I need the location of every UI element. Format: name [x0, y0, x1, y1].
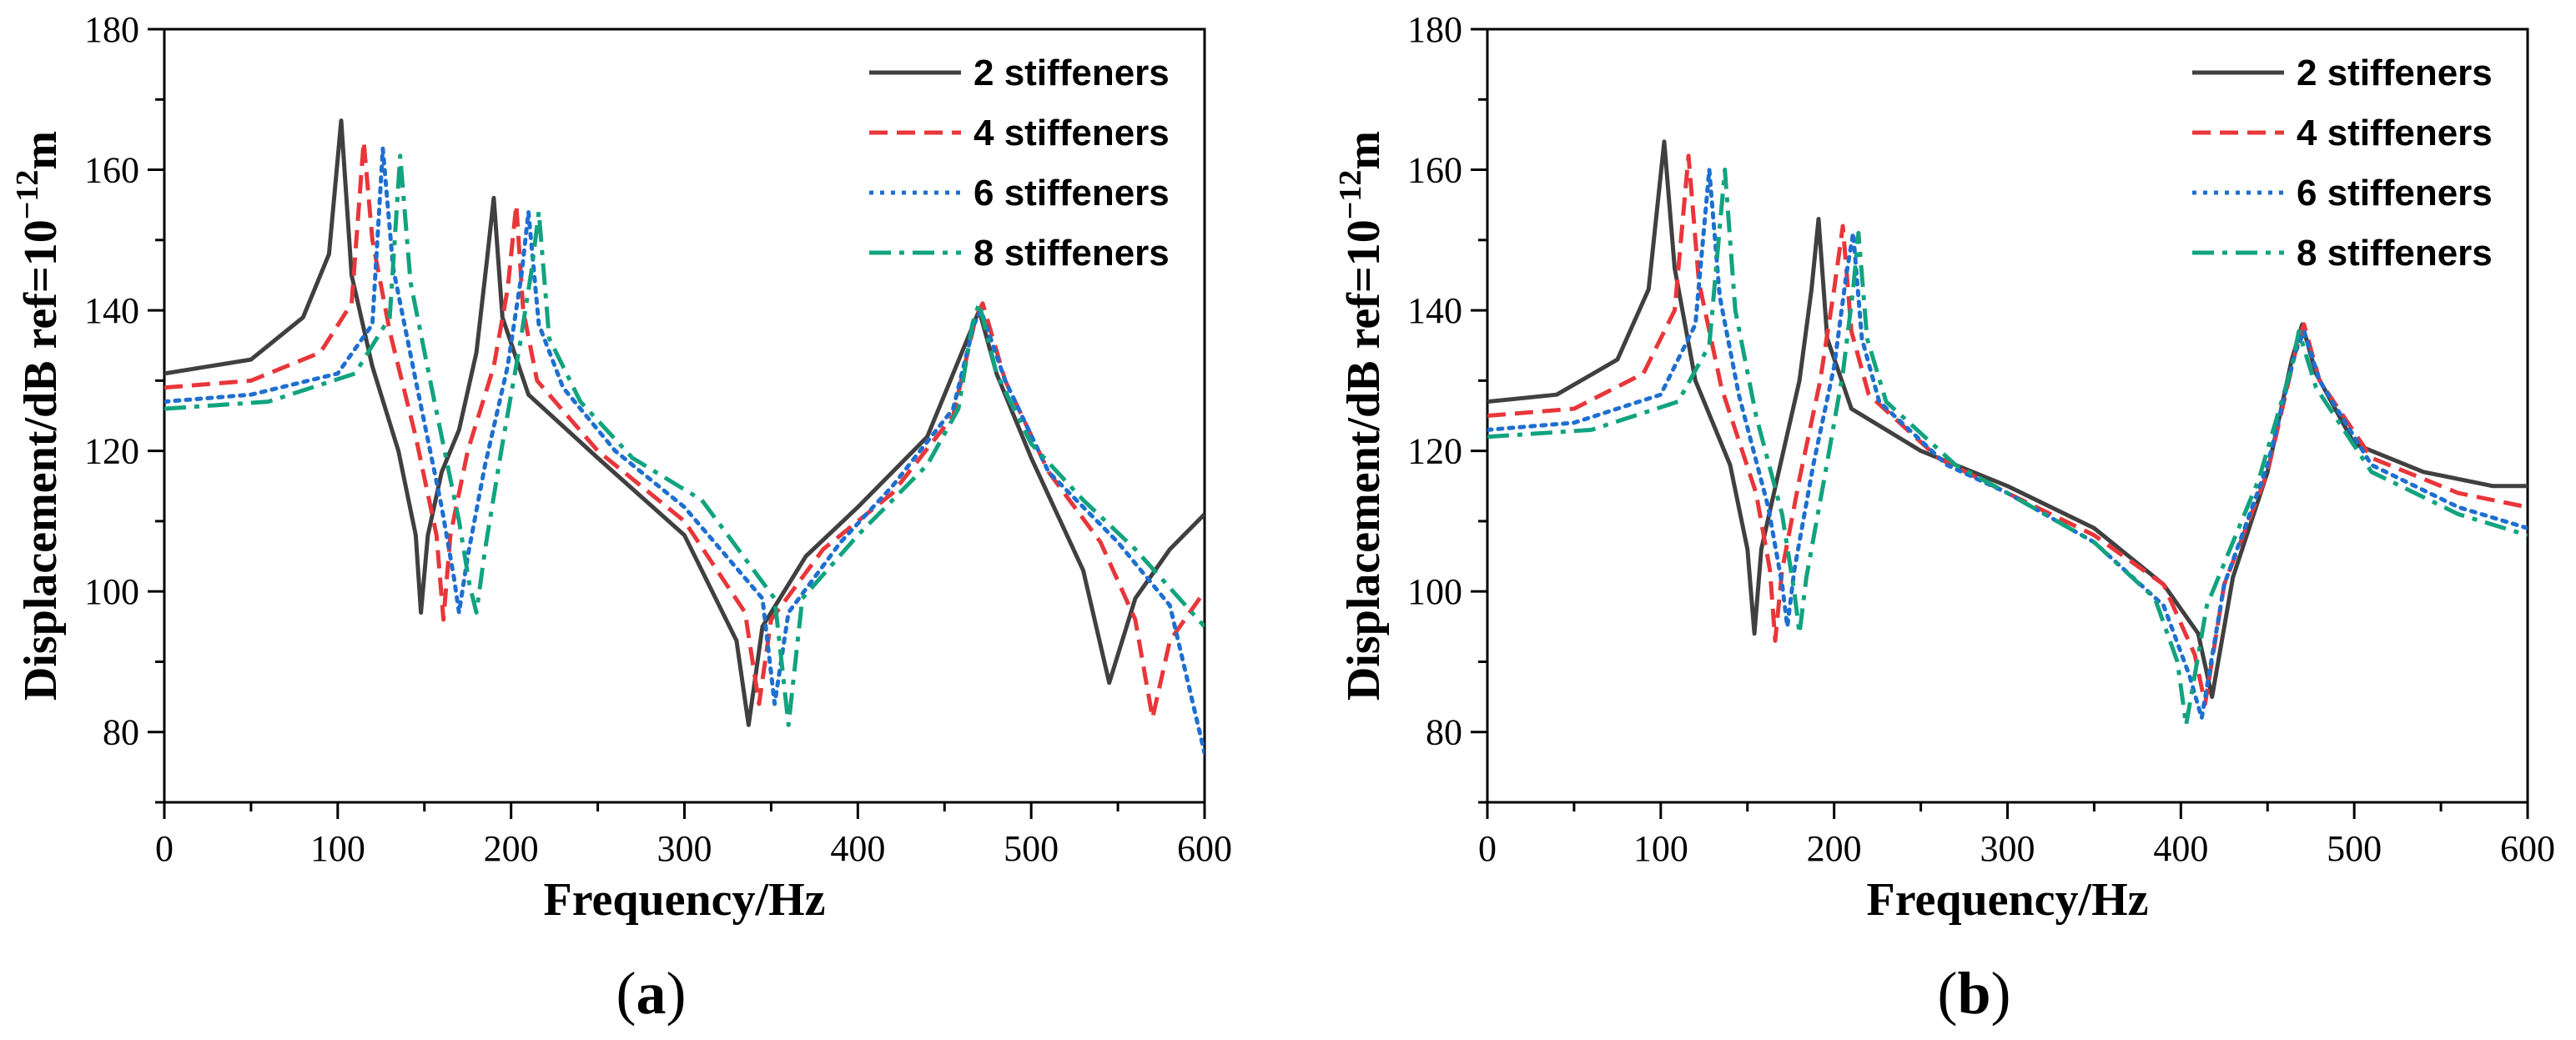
x-tick-label: 300	[657, 828, 712, 869]
y-tick-label: 120	[1407, 431, 1462, 472]
y-axis-title-unit: m	[15, 131, 67, 170]
y-axis-title: Displacement/dB ref=10−12m	[10, 131, 67, 701]
x-tick-label: 200	[484, 828, 539, 869]
y-tick-label: 100	[84, 571, 139, 612]
x-tick-label: 600	[2500, 828, 2555, 869]
y-tick-label: 140	[84, 290, 139, 331]
legend-label: 6 stiffeners	[974, 173, 1170, 214]
series-line-6-stiffeners	[1487, 168, 2528, 721]
y-axis-title: Displacement/dB ref=10−12m	[1333, 131, 1390, 701]
x-tick-label: 600	[1177, 828, 1232, 869]
series-line-8-stiffeners	[164, 153, 1205, 727]
chart-panel-b: 0 100 200 300 400 500 600 80 100 120 140 160 180 Fre…	[1333, 9, 2555, 1027]
chart-panel-a: 0 100 200 300 400 500 600 80 100 120 140 160 180 Fre…	[10, 9, 1232, 1027]
axis-layer: 0 100 200 300 400 500 600 80 100 120 140 160 180	[84, 9, 1232, 869]
legend: 2 stiffeners 4 stiffeners 6 stiffeners 8 st…	[869, 53, 1170, 274]
series-line-8-stiffeners	[1487, 168, 2528, 727]
legend-label: 2 stiffeners	[2297, 53, 2493, 93]
x-tick-label: 200	[1807, 828, 1862, 869]
x-tick-label: 300	[1980, 828, 2035, 869]
y-tick-label: 100	[1407, 571, 1462, 612]
y-tick-label: 180	[84, 9, 139, 50]
series-line-2-stiffeners	[1487, 139, 2528, 700]
legend-label: 4 stiffeners	[2297, 113, 2493, 153]
series-line-4-stiffeners	[164, 139, 1205, 721]
y-tick-label: 80	[103, 712, 139, 753]
y-tick-label: 120	[84, 431, 139, 472]
y-tick-label: 140	[1407, 290, 1462, 331]
x-tick-label: 500	[2327, 828, 2382, 869]
caption-open-paren: (	[616, 960, 636, 1027]
legend-label: 6 stiffeners	[2297, 173, 2493, 214]
x-tick-label: 100	[310, 828, 365, 869]
y-tick-label: 160	[1407, 150, 1462, 191]
x-tick-label: 400	[2153, 828, 2208, 869]
x-tick-label: 400	[830, 828, 885, 869]
series-layer	[1487, 139, 2528, 727]
series-layer	[164, 118, 1205, 756]
x-tick-label: 100	[1633, 828, 1688, 869]
y-axis-title-unit: m	[1338, 131, 1390, 170]
x-axis-title: Frequency/Hz	[1866, 874, 2148, 926]
axis-layer: 0 100 200 300 400 500 600 80 100 120 140 160 180	[1407, 9, 2555, 869]
y-tick-label: 160	[84, 150, 139, 191]
legend-label: 4 stiffeners	[974, 113, 1170, 153]
y-tick-label: 180	[1407, 9, 1462, 50]
caption-close-paren: )	[1991, 960, 2011, 1027]
y-tick-label: 80	[1426, 712, 1462, 753]
y-axis-title-exponent: −12	[10, 170, 45, 220]
x-tick-label: 0	[155, 828, 174, 869]
y-axis-title-main: Displacement/dB ref=10	[1338, 219, 1390, 701]
caption-open-paren: (	[1937, 960, 1957, 1027]
x-axis-title: Frequency/Hz	[543, 874, 825, 926]
y-axis-title-main: Displacement/dB ref=10	[15, 219, 67, 701]
panel-caption: (a)	[616, 960, 687, 1027]
caption-letter: b	[1957, 960, 1990, 1027]
panel-caption: (b)	[1937, 960, 2010, 1027]
legend: 2 stiffeners 4 stiffeners 6 stiffeners 8 st…	[2192, 53, 2493, 274]
x-tick-label: 0	[1478, 828, 1497, 869]
legend-label: 2 stiffeners	[974, 53, 1170, 93]
x-tick-label: 500	[1004, 828, 1059, 869]
legend-label: 8 stiffeners	[974, 233, 1170, 274]
y-axis-title-exponent: −12	[1333, 170, 1368, 220]
caption-letter: a	[636, 960, 667, 1027]
legend-label: 8 stiffeners	[2297, 233, 2493, 274]
caption-close-paren: )	[667, 960, 687, 1027]
